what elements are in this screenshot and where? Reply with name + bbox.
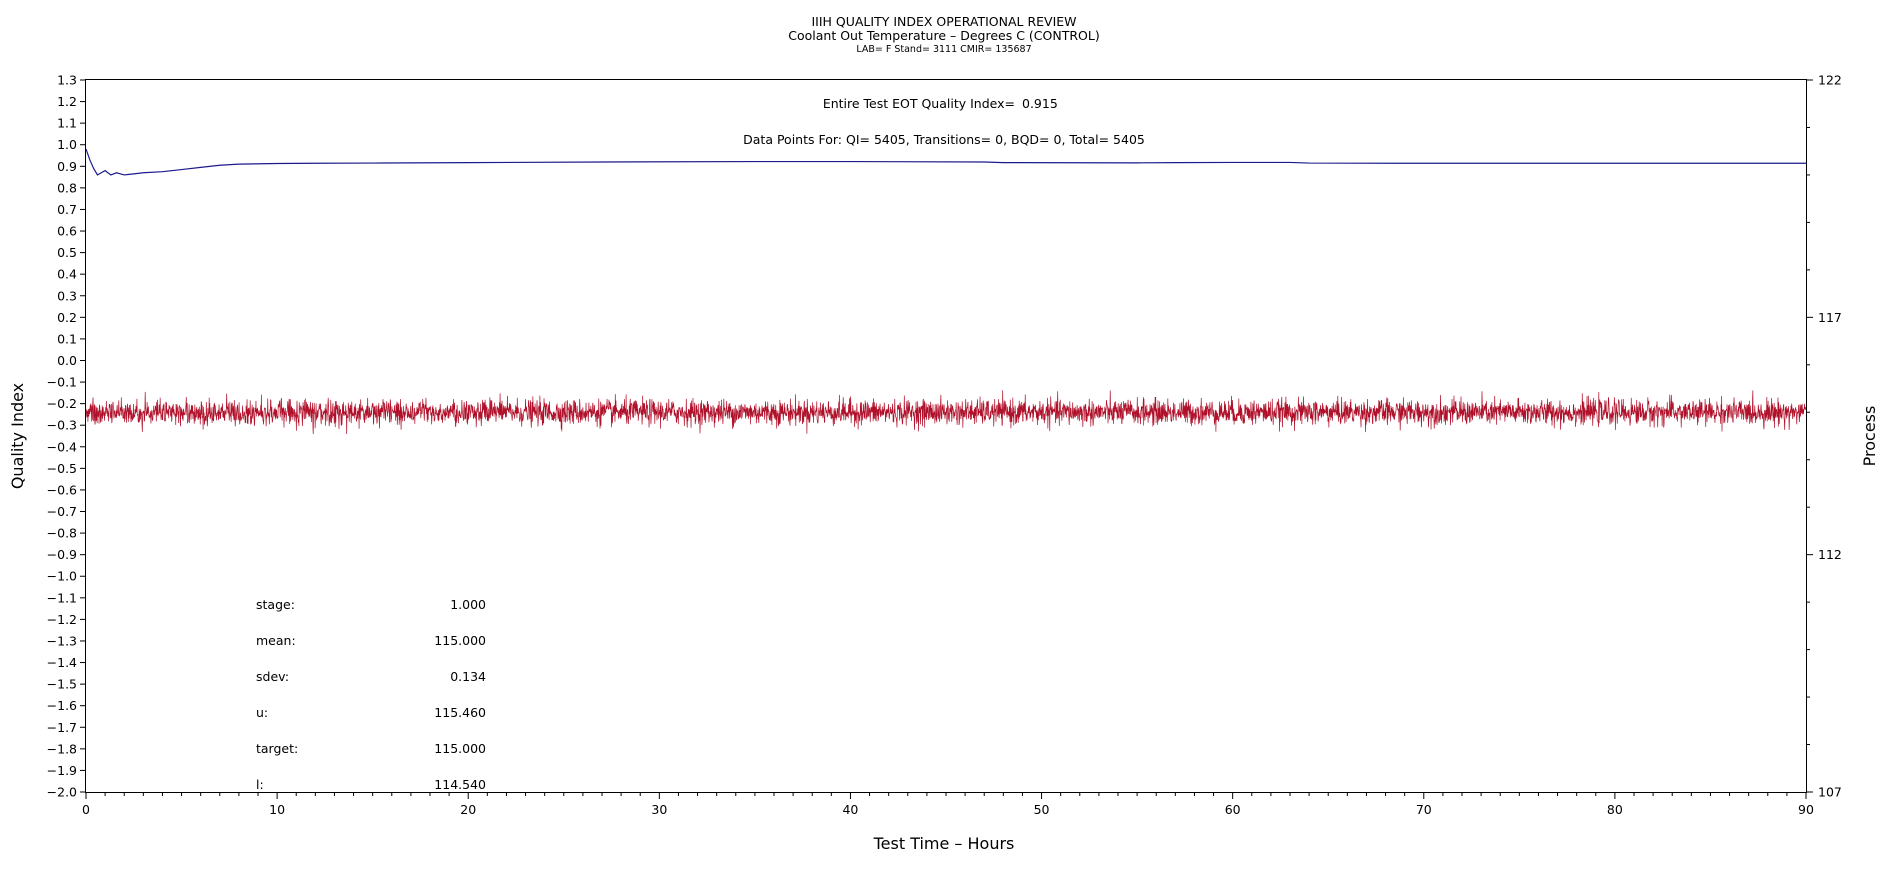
data-points-annotation: Data Points For: QI= 5405, Transitions= …	[743, 132, 1145, 147]
x-tick-label: 10	[269, 802, 285, 817]
y-left-tick-label: −0.8	[47, 526, 77, 541]
y-left-tick-label: 0.6	[57, 224, 77, 239]
x-tick-label: 20	[460, 802, 476, 817]
y-left-tick-label: −1.0	[47, 569, 77, 584]
stat-label: l:	[256, 777, 264, 792]
y-left-tick-label: −1.3	[47, 633, 77, 648]
stat-label: stage:	[256, 597, 295, 612]
x-tick-label: 90	[1798, 802, 1814, 817]
y-left-tick-label: −1.2	[47, 612, 77, 627]
y-right-axis: 122 117 112 107	[1806, 73, 1842, 800]
y-right-axis-title: Process	[1860, 406, 1879, 467]
stat-label: sdev:	[256, 669, 289, 684]
y-left-tick-label: 1.2	[57, 94, 77, 109]
y-left-tick-label: 0.0	[57, 353, 77, 368]
eot-value: 0.915	[1022, 96, 1058, 111]
y-left-tick-label: −0.2	[47, 396, 77, 411]
y-left-tick-label: 1.0	[57, 137, 77, 152]
x-tick-label: 60	[1225, 802, 1241, 817]
y-left-axis-title: Quality Index	[8, 383, 27, 489]
y-left-tick-label: −1.5	[47, 677, 77, 692]
y-right-tick-label: 112	[1818, 547, 1842, 562]
stat-value: 115.000	[434, 741, 486, 756]
stat-label: target:	[256, 741, 298, 756]
y-left-tick-label: −1.4	[47, 655, 77, 670]
x-tick-label: 80	[1607, 802, 1623, 817]
y-left-tick-label: 1.1	[57, 116, 77, 131]
stat-value: 115.460	[434, 705, 486, 720]
stat-label: mean:	[256, 633, 296, 648]
y-right-tick-label: 107	[1818, 785, 1842, 800]
x-axis: 0 10 20 30 40 50 60 70 80 90	[82, 792, 1814, 817]
series-quality-index	[85, 148, 1806, 176]
y-left-tick-label: 0.4	[57, 267, 77, 282]
y-left-tick-label: −1.7	[47, 720, 77, 735]
stat-label: u:	[256, 705, 268, 720]
y-left-tick-label: 0.7	[57, 202, 77, 217]
stat-value: 0.134	[450, 669, 486, 684]
y-left-tick-label: 1.3	[57, 73, 77, 88]
y-left-tick-label: 0.1	[57, 331, 77, 346]
x-axis-title: Test Time – Hours	[873, 834, 1015, 853]
y-left-tick-label: 0.3	[57, 288, 77, 303]
y-left-tick-label: 0.8	[57, 180, 77, 195]
y-left-tick-label: −0.4	[47, 439, 77, 454]
y-left-tick-label: −1.8	[47, 741, 77, 756]
y-left-tick-label: 0.2	[57, 310, 77, 325]
plot-frame	[85, 79, 1807, 793]
x-tick-label: 30	[651, 802, 667, 817]
chart-subtitle-2: LAB= F Stand= 3111 CMIR= 135687	[856, 44, 1031, 55]
y-left-tick-label: −1.1	[47, 590, 77, 605]
stats-block: stage: 1.000 mean: 115.000 sdev: 0.134 u: 115.4…	[256, 597, 486, 792]
y-left-tick-label: −1.9	[47, 763, 77, 778]
y-left-tick-label: −2.0	[47, 785, 77, 800]
chart-title: IIIH QUALITY INDEX OPERATIONAL REVIEW	[811, 14, 1076, 29]
y-left-tick-label: 0.5	[57, 245, 77, 260]
x-tick-label: 0	[82, 802, 90, 817]
y-left-tick-label: −0.5	[47, 461, 77, 476]
y-left-tick-label: −0.7	[47, 504, 77, 519]
x-tick-label: 70	[1416, 802, 1432, 817]
chart-subtitle: Coolant Out Temperature – Degrees C (CON…	[788, 28, 1099, 43]
y-left-tick-label: −0.3	[47, 418, 77, 433]
y-left-tick-label: −1.6	[47, 698, 77, 713]
y-left-tick-label: −0.1	[47, 375, 77, 390]
series-process	[85, 390, 1807, 435]
stat-value: 114.540	[434, 777, 486, 792]
process-line	[85, 390, 1807, 435]
y-left-tick-label: 0.9	[57, 159, 77, 174]
y-right-tick-label: 122	[1818, 73, 1842, 88]
stat-value: 115.000	[434, 633, 486, 648]
eot-label: Entire Test EOT Quality Index=	[823, 96, 1015, 111]
y-right-tick-label: 117	[1818, 310, 1842, 325]
x-tick-label: 50	[1034, 802, 1050, 817]
stat-value: 1.000	[450, 597, 486, 612]
y-left-axis: 1.3 1.2 1.1 1.0 0.9 0.8 0.7 0.6 0.5 0.4 0.3 0.2 0.1 0…	[47, 73, 86, 800]
y-left-tick-label: −0.9	[47, 547, 77, 562]
x-tick-label: 40	[842, 802, 858, 817]
y-left-tick-label: −0.6	[47, 482, 77, 497]
